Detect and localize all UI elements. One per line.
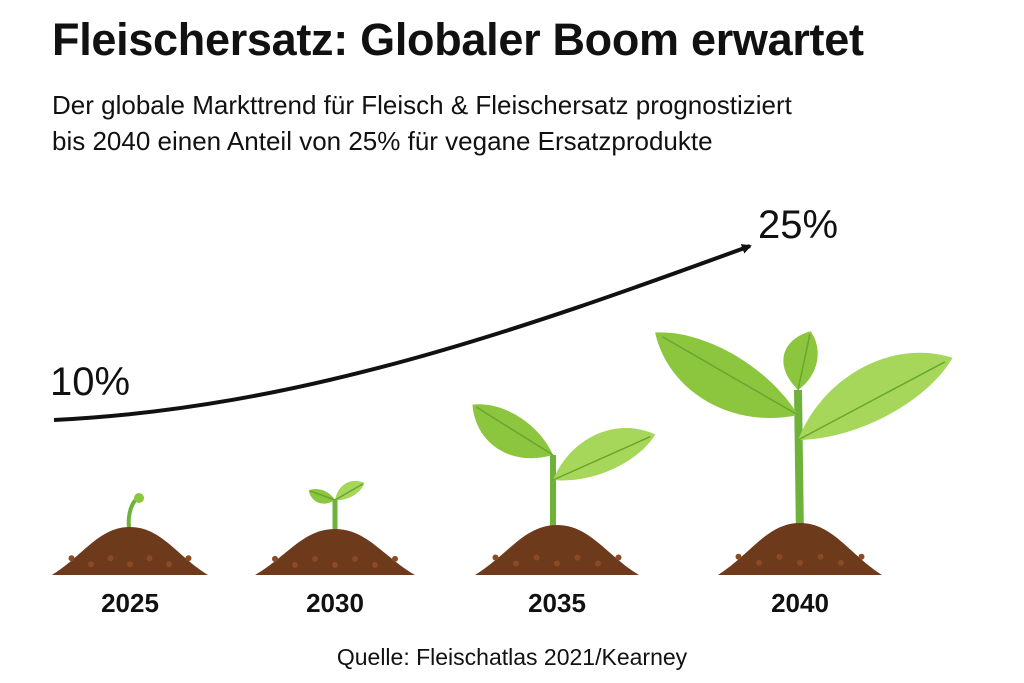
plant-large-icon bbox=[655, 331, 953, 575]
leaf bbox=[783, 331, 818, 390]
year-label-2030: 2030 bbox=[306, 588, 364, 618]
leaf bbox=[798, 352, 953, 440]
soil-mound bbox=[718, 523, 882, 575]
data-label-2025: 10% bbox=[50, 360, 130, 404]
year-label-2035: 2035 bbox=[528, 588, 586, 618]
year-label-2040: 2040 bbox=[771, 588, 829, 618]
year-label-2025: 2025 bbox=[101, 588, 159, 618]
trend-arrow bbox=[53, 244, 752, 422]
seedling-icon bbox=[472, 404, 656, 575]
subtitle-line-2: bis 2040 einen Anteil von 25% für vegane… bbox=[52, 126, 713, 156]
source-note: Quelle: Fleischatlas 2021/Kearney bbox=[336, 644, 688, 670]
soil-mound bbox=[255, 529, 415, 575]
subtitle-line-1: Der globale Markttrend für Fleisch & Fle… bbox=[52, 90, 792, 120]
leaf bbox=[655, 332, 798, 419]
leaf bbox=[553, 428, 656, 481]
leaf bbox=[308, 489, 335, 504]
sprout-small-icon bbox=[52, 493, 208, 575]
leaf bbox=[472, 404, 553, 459]
sprout-two-leaf-icon bbox=[255, 480, 415, 575]
soil-mound bbox=[52, 527, 208, 575]
data-label-2040: 25% bbox=[758, 203, 838, 247]
soil-mound bbox=[475, 525, 639, 575]
chart-title: Fleischersatz: Globaler Boom erwartet bbox=[52, 14, 864, 65]
